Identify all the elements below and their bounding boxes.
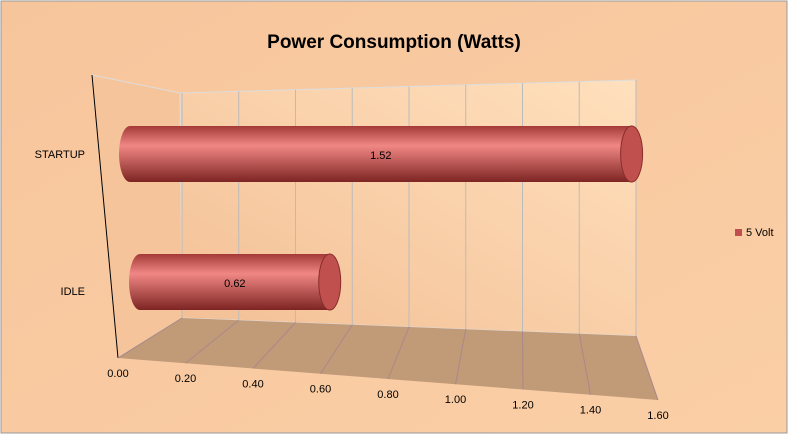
y-tick-label: IDLE	[61, 286, 85, 298]
grid-line	[522, 331, 524, 390]
legend-swatch	[735, 229, 742, 236]
grid-line	[635, 335, 659, 401]
bar-cap	[620, 125, 644, 183]
x-tick-label: 1.40	[580, 405, 601, 417]
data-label: 1.52	[370, 150, 391, 162]
x-tick-label: 0.60	[310, 384, 331, 396]
bar	[129, 254, 330, 310]
grid-line	[455, 329, 467, 385]
y-tick-label: STARTUP	[35, 149, 85, 161]
legend-label: 5 Volt	[746, 227, 774, 239]
category-axis	[91, 74, 119, 359]
x-tick-label: 1.00	[445, 394, 466, 406]
x-tick-label: 0.40	[242, 378, 263, 390]
bar-cap	[318, 253, 342, 311]
grid-line	[252, 322, 296, 369]
grid-line	[578, 333, 591, 395]
chart-title: Power Consumption (Watts)	[267, 32, 521, 53]
grid-line	[185, 319, 240, 364]
x-tick-label: 0.00	[107, 368, 128, 380]
x-tick-label: 1.20	[512, 399, 533, 411]
bar	[119, 126, 632, 182]
x-tick-label: 0.80	[377, 389, 398, 401]
grid-line	[117, 317, 183, 359]
x-tick-label: 0.20	[175, 373, 196, 385]
grid-line	[320, 324, 353, 375]
grid-line	[387, 326, 410, 380]
data-label: 0.62	[224, 278, 245, 290]
x-tick-label: 1.60	[647, 410, 668, 422]
